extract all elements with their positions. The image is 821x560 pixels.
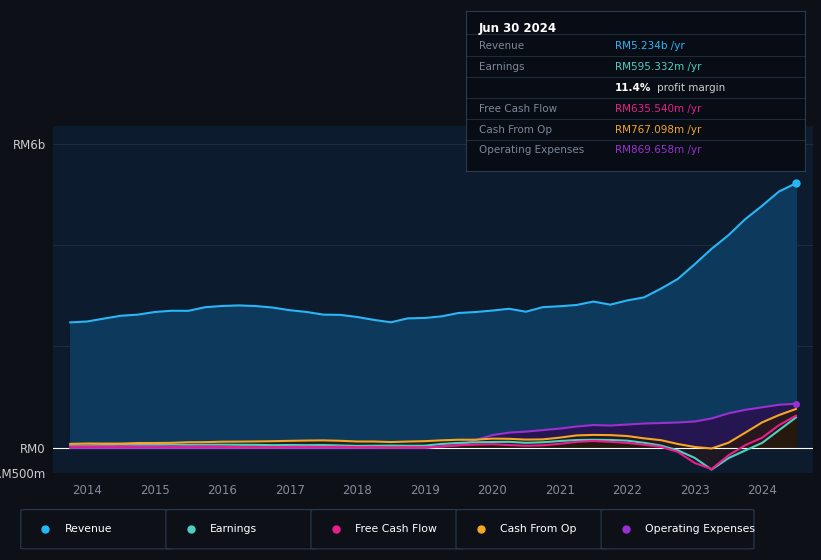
Text: RM595.332m /yr: RM595.332m /yr: [615, 62, 701, 72]
Text: Cash From Op: Cash From Op: [479, 125, 552, 134]
Text: Revenue: Revenue: [479, 40, 524, 50]
Text: RM869.658m /yr: RM869.658m /yr: [615, 146, 701, 155]
FancyBboxPatch shape: [601, 510, 754, 549]
Text: Jun 30 2024: Jun 30 2024: [479, 22, 557, 35]
Text: Free Cash Flow: Free Cash Flow: [479, 104, 557, 114]
Text: Operating Expenses: Operating Expenses: [645, 524, 755, 534]
FancyBboxPatch shape: [21, 510, 173, 549]
Text: Free Cash Flow: Free Cash Flow: [355, 524, 437, 534]
Text: Earnings: Earnings: [210, 524, 257, 534]
Text: profit margin: profit margin: [657, 83, 725, 93]
FancyBboxPatch shape: [456, 510, 609, 549]
Text: Earnings: Earnings: [479, 62, 525, 72]
Text: 11.4%: 11.4%: [615, 83, 651, 93]
Text: RM635.540m /yr: RM635.540m /yr: [615, 104, 701, 114]
Text: RM767.098m /yr: RM767.098m /yr: [615, 125, 701, 134]
FancyBboxPatch shape: [166, 510, 319, 549]
Text: RM5.234b /yr: RM5.234b /yr: [615, 40, 685, 50]
Text: Revenue: Revenue: [65, 524, 112, 534]
Text: Operating Expenses: Operating Expenses: [479, 146, 585, 155]
FancyBboxPatch shape: [311, 510, 464, 549]
Text: Cash From Op: Cash From Op: [500, 524, 576, 534]
